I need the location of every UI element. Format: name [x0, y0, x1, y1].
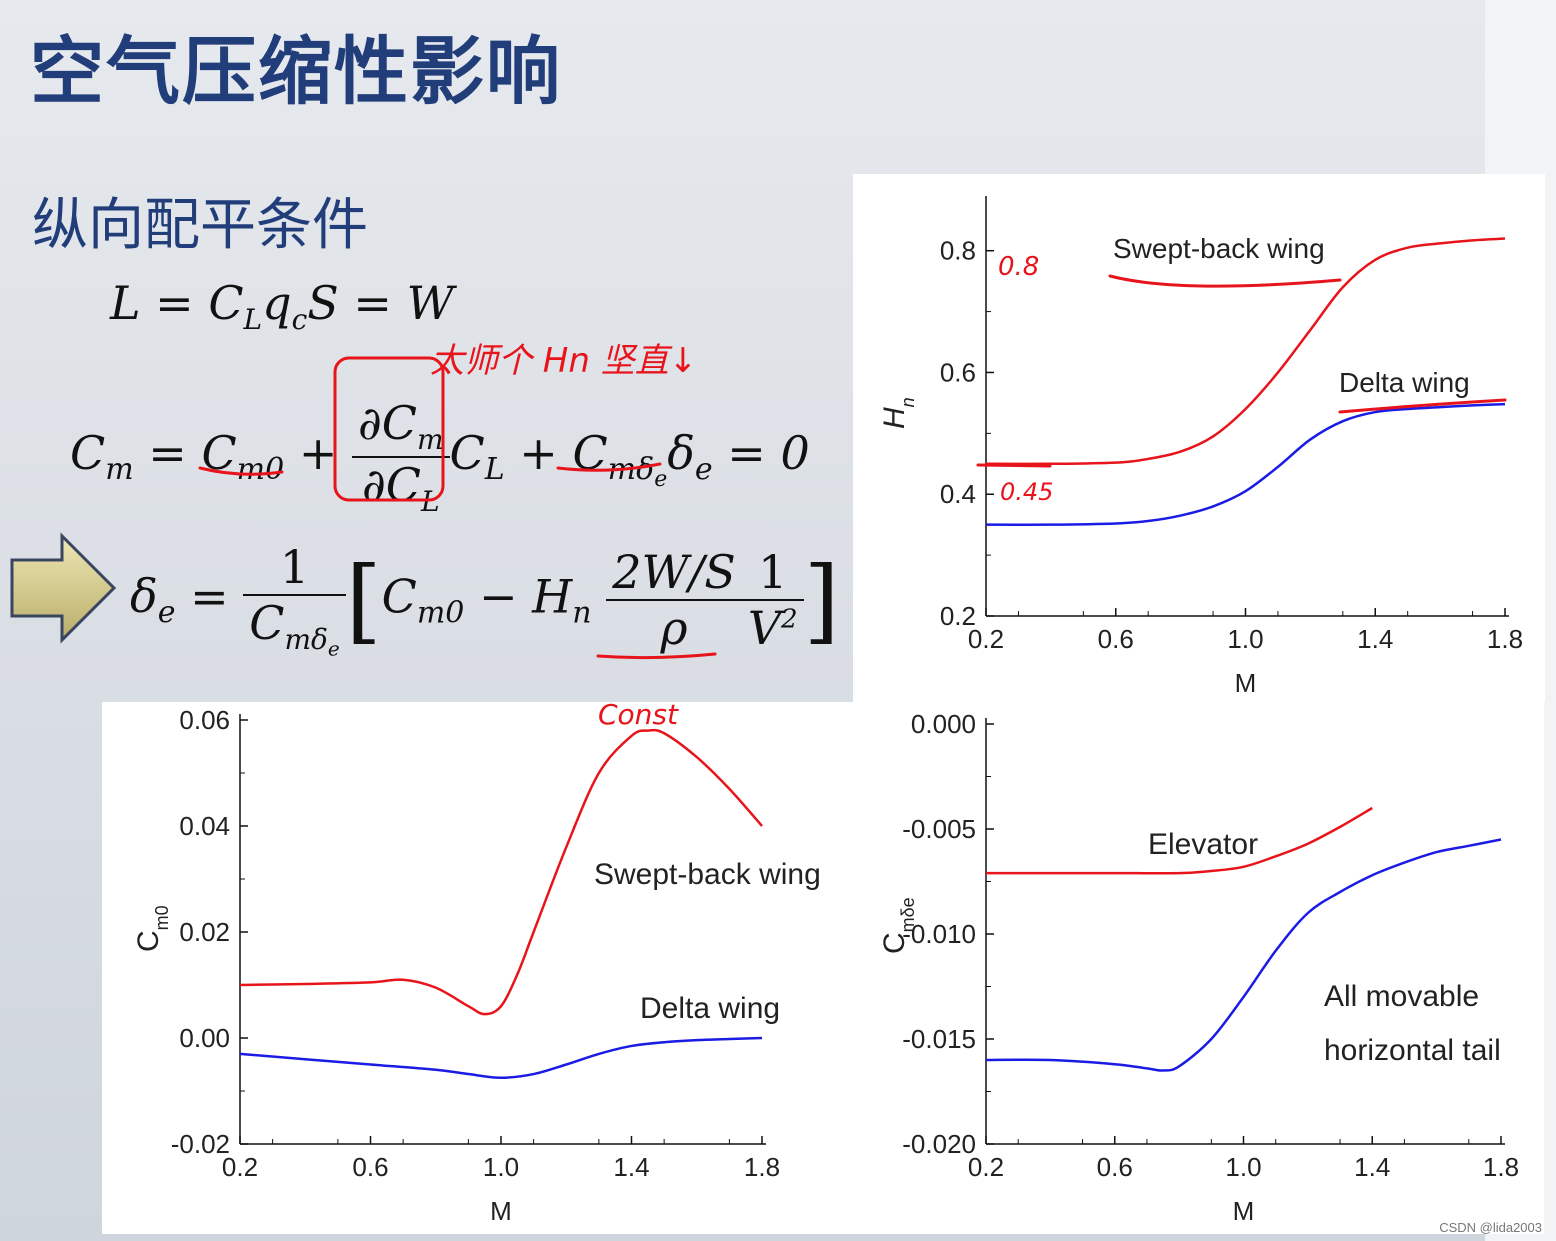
x-tick-label: 1.0	[1227, 624, 1263, 654]
x-tick-label: 1.4	[613, 1152, 649, 1182]
derivative-fraction: ∂Cm ∂CL	[352, 396, 450, 518]
y-tick-label: 0.02	[179, 917, 230, 947]
hn-chart: 0.2 0.6 1.0 1.4 1.8 0.2 0.4 0.6 0.8 M Hn Swept-back…	[878, 196, 1523, 698]
x-axis-title: M	[490, 1196, 512, 1226]
y-tick-label: -0.005	[902, 814, 976, 844]
y-axis-title: Cmδe	[878, 897, 918, 954]
slide-title: 空气压缩性影响	[30, 29, 562, 115]
y-tick-label: 0.000	[911, 709, 976, 739]
cmde-chart-panel: 0.2 0.6 1.0 1.4 1.8 -0.020 -0.015 -0.010 -0.005 0…	[856, 702, 1544, 1234]
x-tick-label: 1.8	[744, 1152, 780, 1182]
elevator-deflection-equation: δe = 1 Cmδe [Cm0 − Hn 2W/S ρ 1 V2]	[130, 540, 840, 661]
series-annotation: Delta wing	[640, 992, 780, 1025]
series-annotation: All movable	[1324, 980, 1479, 1013]
x-axis-title: M	[1235, 668, 1257, 698]
cm0-chart-panel: 0.2 0.6 1.0 1.4 1.8 -0.02 0.00 0.02 0.04 0.06 M Cm0…	[102, 702, 856, 1234]
series-line-elevator	[986, 806, 1373, 875]
y-axis-title: Cm0	[132, 905, 172, 952]
moment-equation: Cm = Cm0 + ∂Cm ∂CL CL + Cmδeδe = 0	[70, 396, 810, 519]
y-tick-label: -0.015	[902, 1024, 976, 1054]
series-line-all-movable-horizontal-tail	[985, 838, 1502, 1072]
x-tick-label: 0.6	[352, 1152, 388, 1182]
series-line-delta-wing	[239, 1036, 763, 1080]
y-axis-title: Hn	[878, 397, 918, 429]
slide-subtitle: 纵向配平条件	[32, 193, 368, 258]
y-tick-label: 0.00	[179, 1023, 230, 1053]
x-axis-title: M	[1233, 1196, 1255, 1226]
x-tick-label: 1.8	[1483, 1152, 1519, 1182]
y-tick-label: 0.06	[179, 705, 230, 735]
x-tick-label: 1.8	[1487, 624, 1523, 654]
y-tick-label: -0.010	[902, 919, 976, 949]
y-tick-label: 0.4	[940, 479, 976, 509]
result-arrow-icon	[10, 532, 117, 644]
y-tick-label: 0.2	[940, 601, 976, 631]
series-annotation: Swept-back wing	[1113, 233, 1325, 264]
y-tick-label: -0.02	[171, 1129, 230, 1159]
series-line-swept-back-wing	[239, 728, 763, 1016]
x-tick-label: 0.6	[1098, 624, 1134, 654]
y-tick-label: 0.04	[179, 811, 230, 841]
x-tick-label: 1.0	[483, 1152, 519, 1182]
x-tick-label: 0.2	[968, 1152, 1004, 1182]
x-tick-label: 1.4	[1357, 624, 1393, 654]
x-tick-label: 0.2	[222, 1152, 258, 1182]
series-annotation: Swept-back wing	[594, 858, 821, 891]
cm0-chart: 0.2 0.6 1.0 1.4 1.8 -0.02 0.00 0.02 0.04 0.06 M Cm0…	[132, 705, 821, 1226]
x-tick-label: 0.2	[968, 624, 1004, 654]
series-line-swept-back-wing	[985, 237, 1506, 466]
cmde-chart: 0.2 0.6 1.0 1.4 1.8 -0.020 -0.015 -0.010 -0.005 0…	[878, 709, 1519, 1226]
y-tick-label: -0.020	[902, 1129, 976, 1159]
x-tick-label: 1.4	[1354, 1152, 1390, 1182]
series-annotation: Elevator	[1148, 828, 1258, 861]
y-tick-label: 0.8	[940, 236, 976, 266]
y-tick-label: 0.6	[940, 357, 976, 387]
series-annotation: Delta wing	[1339, 367, 1470, 398]
hn-chart-panel: 0.2 0.6 1.0 1.4 1.8 0.2 0.4 0.6 0.8 M Hn Swept-back…	[853, 174, 1545, 702]
lift-equation: L = CLqcS = W	[110, 276, 454, 337]
watermark: CSDN @lida2003	[1439, 1220, 1542, 1235]
x-tick-label: 1.0	[1225, 1152, 1261, 1182]
x-tick-label: 0.6	[1097, 1152, 1133, 1182]
series-annotation: horizontal tail	[1324, 1034, 1501, 1067]
